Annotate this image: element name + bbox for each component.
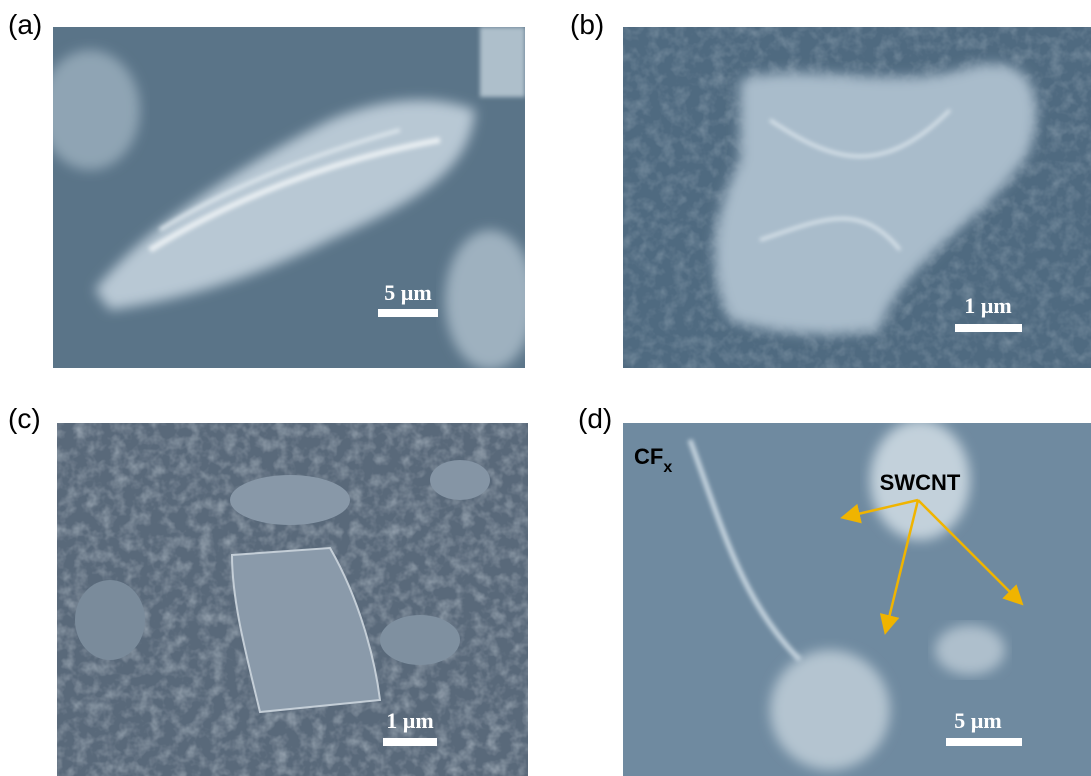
scale-bar — [383, 738, 437, 746]
scale-bar — [955, 324, 1022, 332]
scale-bar-label: 5 µm — [954, 708, 1002, 733]
arrow-label: SWCNT — [880, 470, 961, 495]
sem-image-c — [57, 423, 528, 776]
scale-bar-label: 1 µm — [386, 708, 434, 733]
sem-image-b — [623, 27, 1091, 368]
scale-bar-label: 1 µm — [964, 293, 1012, 318]
scale-bar — [946, 738, 1022, 746]
scale-bar — [378, 309, 438, 317]
figure: 5 µm (a) 1 µm (b) 1 µm (c) SWCNT CFx 5 µ… — [0, 0, 1091, 776]
material-subscript: x — [663, 459, 672, 476]
panel-label: (b) — [570, 9, 604, 40]
panel-label: (a) — [8, 9, 42, 40]
panel-label: (c) — [8, 403, 41, 434]
page: 5 µm (a) 1 µm (b) 1 µm (c) SWCNT CFx 5 µ… — [0, 0, 1091, 776]
material-text: CF — [634, 444, 663, 469]
sem-image-d — [623, 420, 1091, 776]
sem-image-a — [40, 27, 535, 370]
scale-bar-label: 5 µm — [384, 280, 432, 305]
panel-label: (d) — [578, 403, 612, 434]
